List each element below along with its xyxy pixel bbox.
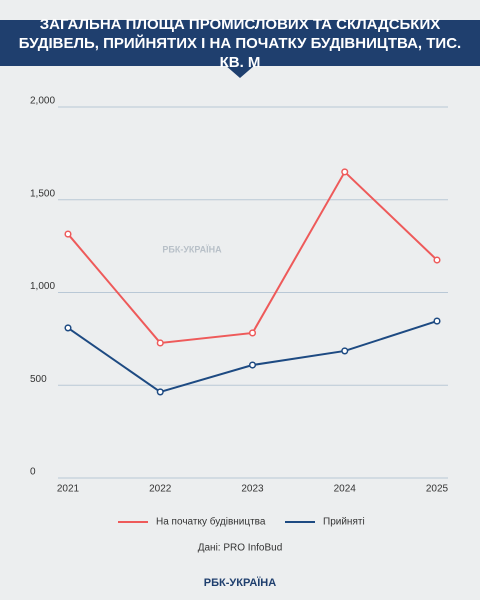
point (433, 256, 441, 264)
x-tick-label: 2025 (426, 484, 449, 495)
point (248, 361, 257, 369)
point (341, 347, 349, 355)
x-tick-label: 2024 (334, 484, 357, 495)
line (67, 170, 438, 345)
logo: РБК-УКРАЇНА (204, 576, 276, 589)
point (156, 388, 164, 396)
point (433, 317, 441, 325)
legend-label: Прийняті (323, 517, 365, 528)
y-tick-label: 500 (30, 374, 47, 385)
x-tick-label: 2021 (57, 484, 80, 495)
point (248, 329, 257, 337)
x-tick-label: 2022 (149, 484, 172, 495)
y-tick-label: 1,000 (30, 281, 55, 292)
y-tick-label: 0 (30, 467, 36, 478)
source: Дані: PRO InfoBud (198, 543, 283, 554)
point (64, 230, 72, 238)
y-tick-label: 2,000 (30, 96, 55, 107)
title-arrow (225, 65, 255, 78)
point (341, 168, 349, 176)
point (64, 324, 72, 332)
y-tick-label: 1,500 (30, 188, 55, 199)
chart-title: ЗАГАЛЬНА ПЛОЩА ПРОМИСЛОВИХ ТА СКЛАДСЬКИХ… (0, 16, 480, 71)
x-tick-label: 2023 (241, 484, 264, 495)
legend-label: На початку будівництва (156, 516, 266, 528)
point (156, 339, 164, 347)
watermark: РБК-УКРАЇНА (162, 244, 222, 254)
